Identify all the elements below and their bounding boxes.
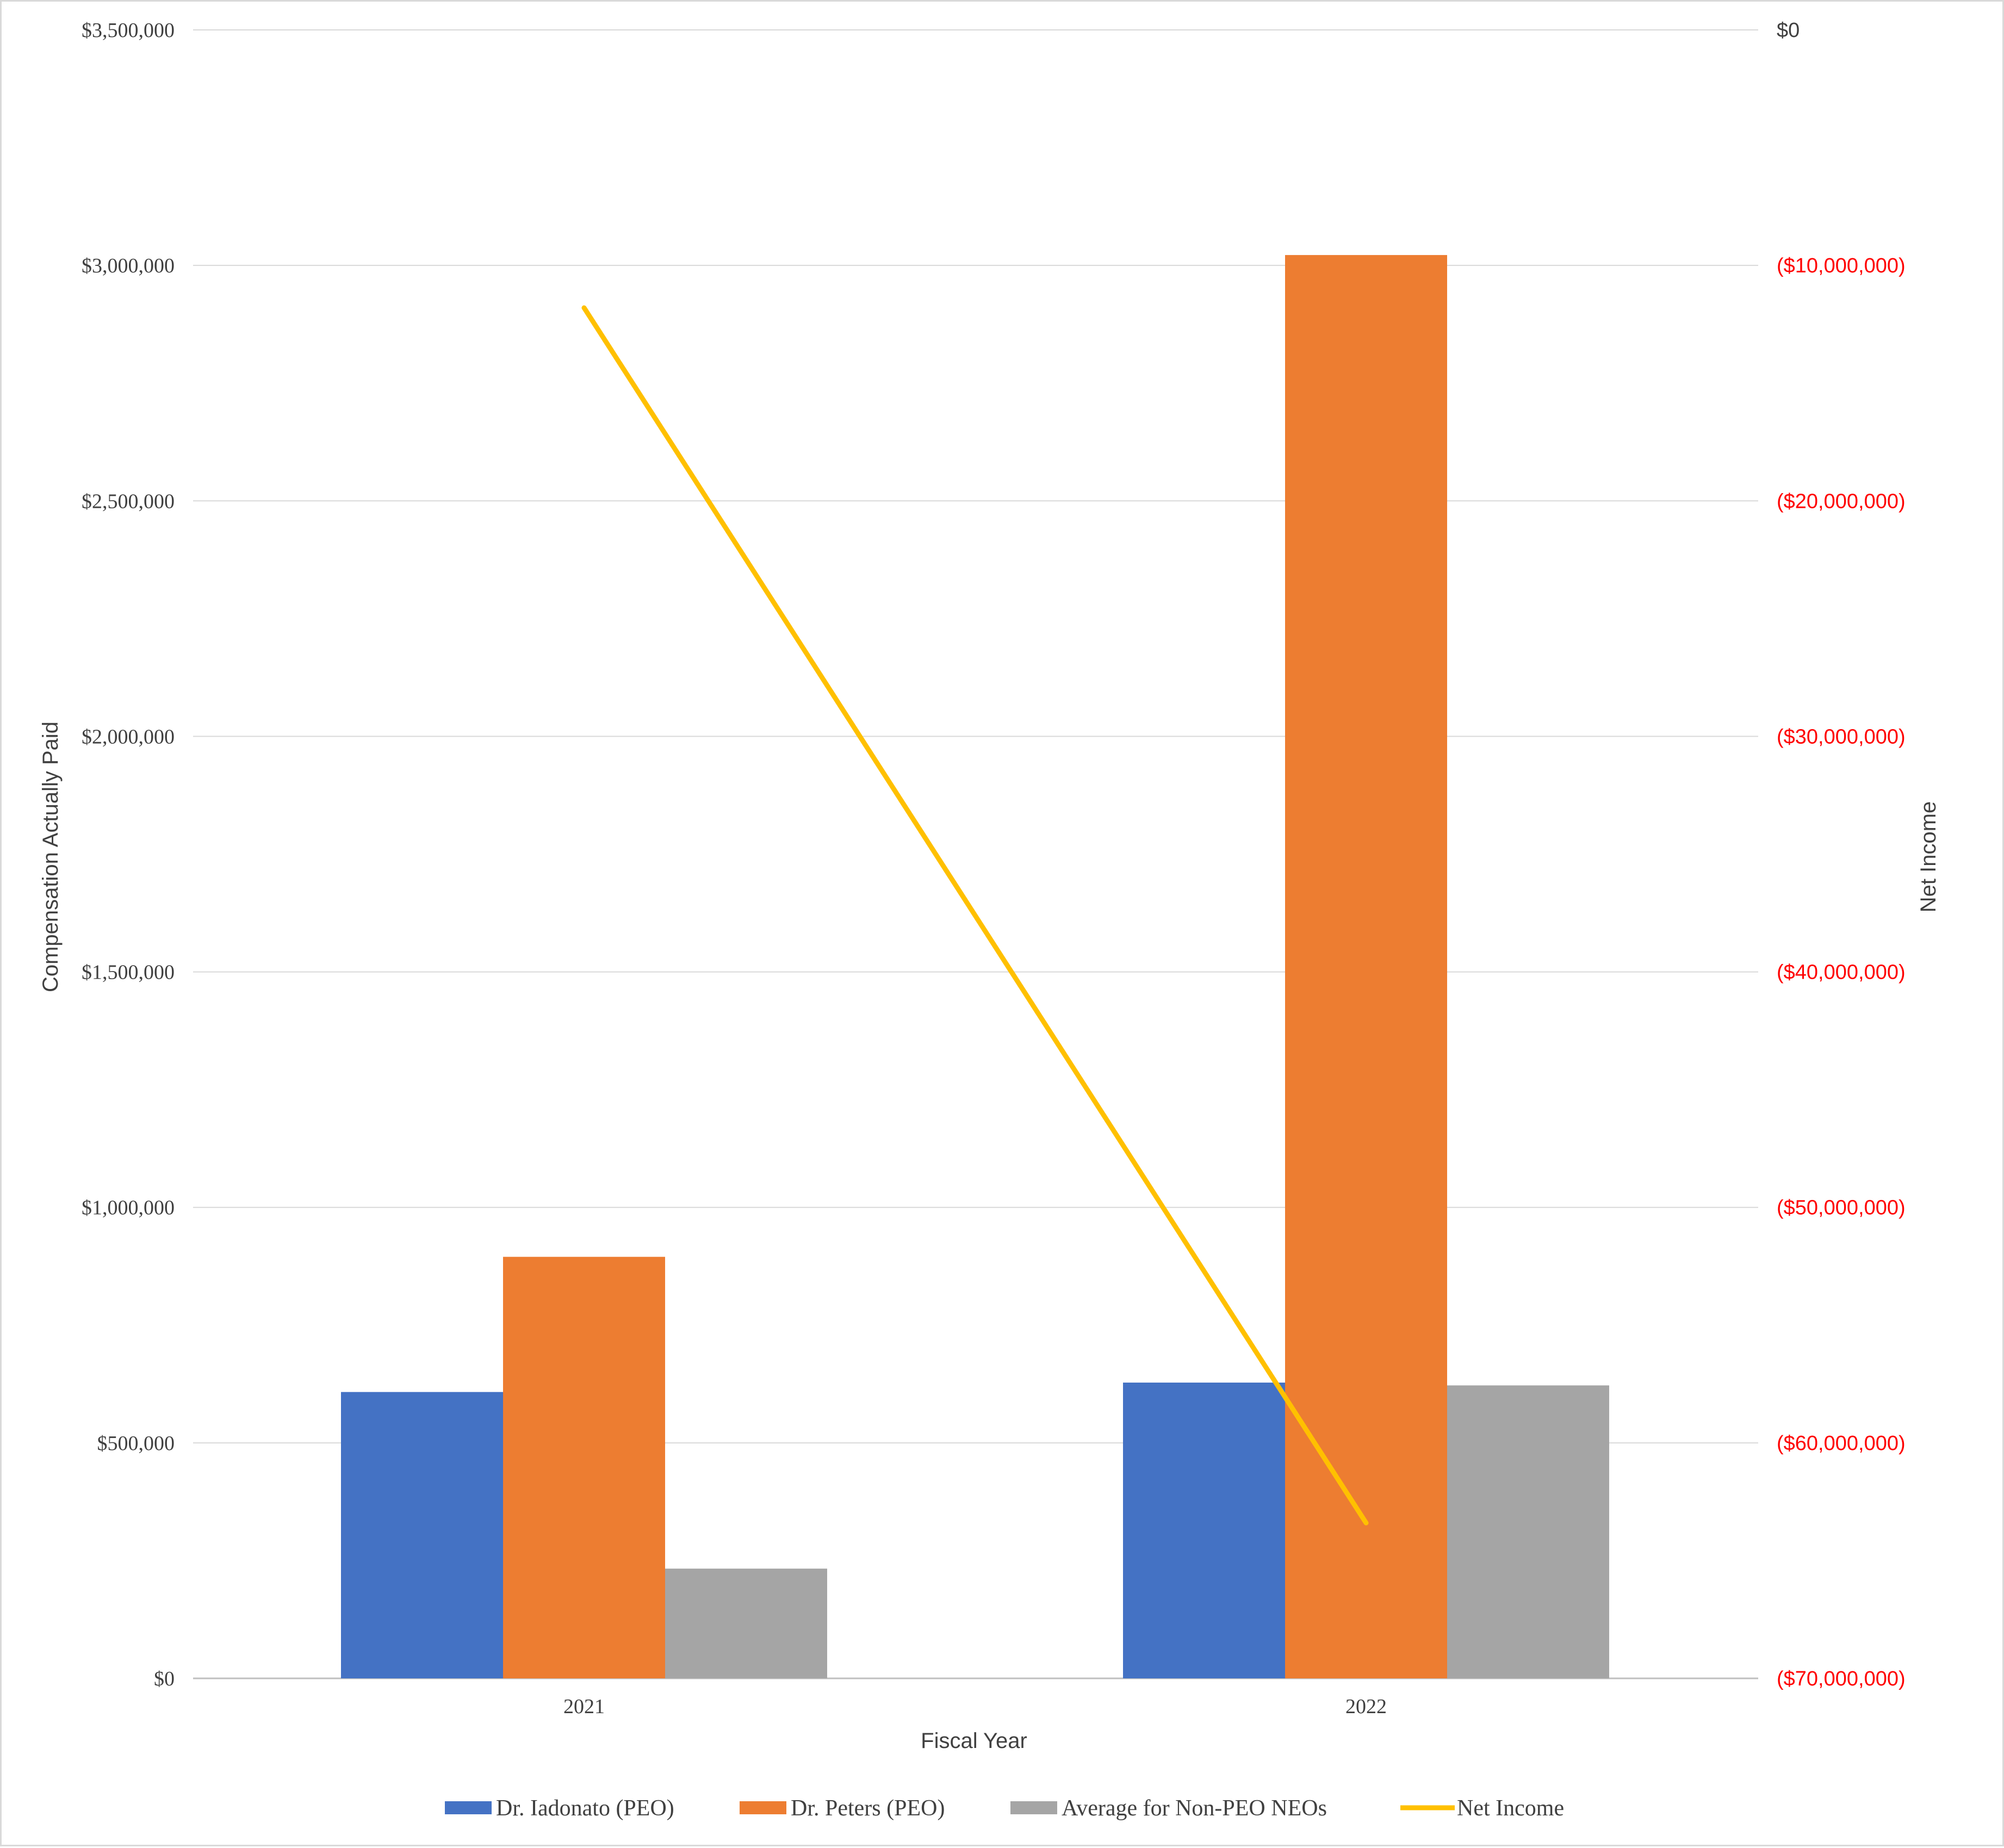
legend-item: Net Income — [1400, 1796, 1564, 1821]
y-tick-label: $1,000,000 — [82, 1197, 175, 1219]
bar — [1447, 1385, 1609, 1678]
legend-label: Dr. Peters (PEO) — [791, 1796, 945, 1821]
x-axis-ticks: 2021 2022 — [563, 1695, 1387, 1718]
legend-label: Average for Non-PEO NEOs — [1062, 1796, 1327, 1821]
net-income-line-layer — [581, 305, 1369, 1526]
legend-swatch — [445, 1801, 492, 1814]
bars — [341, 255, 1609, 1679]
bar — [665, 1569, 827, 1678]
left-axis-ticks: $0 $500,000 $1,000,000 $1,500,000 $2,000,000… — [82, 19, 175, 1690]
y2-tick-label: ($40,000,000) — [1777, 961, 1906, 984]
y2-tick-label: ($10,000,000) — [1777, 254, 1906, 277]
y-axis-title: Compensation Actually Paid — [39, 721, 63, 992]
legend-item: Dr. Iadonato (PEO) — [445, 1796, 674, 1821]
legend-label: Net Income — [1457, 1796, 1564, 1821]
y-tick-label: $3,000,000 — [82, 254, 175, 277]
y2-tick-label: $0 — [1777, 19, 1800, 42]
y2-axis-title: Net Income — [1916, 801, 1940, 913]
x-tick-label: 2021 — [563, 1695, 605, 1718]
legend-label: Dr. Iadonato (PEO) — [496, 1796, 674, 1821]
y-tick-label: $2,500,000 — [82, 490, 175, 513]
bar — [503, 1256, 665, 1678]
y-tick-label: $3,500,000 — [82, 19, 175, 42]
y2-tick-label: ($30,000,000) — [1777, 725, 1906, 748]
x-tick-label: 2022 — [1345, 1695, 1387, 1718]
legend-item: Dr. Peters (PEO) — [740, 1796, 945, 1821]
y-tick-label: $0 — [154, 1667, 175, 1690]
y2-tick-label: ($20,000,000) — [1777, 490, 1906, 513]
y2-tick-label: ($50,000,000) — [1777, 1197, 1906, 1219]
x-axis-title: Fiscal Year — [921, 1729, 1027, 1753]
legend-item: Average for Non-PEO NEOs — [1010, 1796, 1327, 1821]
net-income-line — [581, 305, 1369, 1526]
legend-swatch — [1010, 1801, 1057, 1814]
legend: Dr. Iadonato (PEO) Dr. Peters (PEO) Averag… — [445, 1796, 1564, 1821]
y-tick-label: $1,500,000 — [82, 961, 175, 984]
bar — [341, 1392, 503, 1678]
y2-tick-label: ($70,000,000) — [1777, 1667, 1906, 1690]
y-tick-label: $500,000 — [97, 1432, 175, 1455]
y2-tick-label: ($60,000,000) — [1777, 1432, 1906, 1455]
legend-swatch — [740, 1801, 786, 1814]
bar — [1285, 255, 1447, 1679]
bar — [1123, 1382, 1285, 1678]
right-axis-ticks: ($70,000,000) ($60,000,000) ($50,000,000) (… — [1777, 19, 1906, 1690]
y-tick-label: $2,000,000 — [82, 725, 175, 748]
